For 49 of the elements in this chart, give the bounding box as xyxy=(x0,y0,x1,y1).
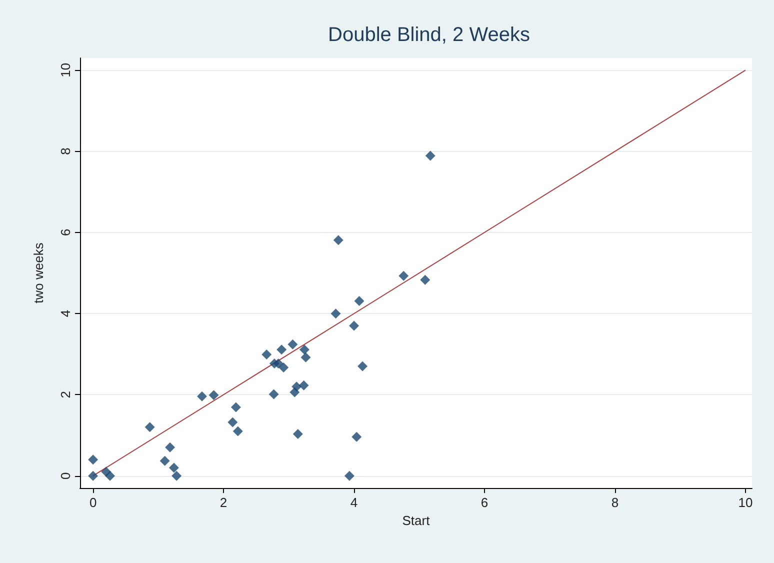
point xyxy=(105,470,116,481)
point xyxy=(197,391,208,402)
point xyxy=(344,470,354,481)
point xyxy=(88,454,98,465)
y-tick-label: 0 xyxy=(58,472,73,480)
point xyxy=(352,432,362,442)
point xyxy=(288,339,298,350)
point xyxy=(262,350,272,360)
point xyxy=(349,320,360,331)
point xyxy=(292,429,303,440)
point xyxy=(425,150,436,161)
point xyxy=(168,462,179,473)
point xyxy=(278,362,289,373)
point xyxy=(333,235,344,246)
y-tick-label: 6 xyxy=(58,228,73,236)
point xyxy=(232,426,243,436)
point xyxy=(268,389,279,400)
x-tick-label: 10 xyxy=(738,495,753,510)
x-axis-title: Start xyxy=(402,512,430,528)
point xyxy=(144,422,155,432)
x-tick-label: 8 xyxy=(611,495,619,510)
point xyxy=(160,456,170,466)
point xyxy=(165,442,176,452)
point xyxy=(208,390,219,400)
point xyxy=(299,344,310,355)
chart-title: Double Blind, 2 Weeks xyxy=(328,24,530,46)
point xyxy=(276,344,287,355)
point xyxy=(358,361,368,372)
y-tick-label: 8 xyxy=(58,148,73,155)
point xyxy=(292,382,302,392)
point xyxy=(298,380,309,390)
point xyxy=(172,470,182,481)
y-tick-label: 2 xyxy=(58,391,73,398)
point xyxy=(300,352,311,362)
x-tick-label: 4 xyxy=(350,495,358,510)
point xyxy=(230,402,241,412)
point xyxy=(354,296,364,306)
y-tick-label: 10 xyxy=(58,62,73,78)
y-axis-title: two weeks xyxy=(31,242,46,304)
point xyxy=(330,308,341,319)
point xyxy=(273,358,284,368)
point xyxy=(420,274,430,285)
x-tick-label: 0 xyxy=(89,495,97,510)
point xyxy=(88,470,98,481)
y-tick-label: 4 xyxy=(58,310,73,318)
point xyxy=(398,270,409,281)
point xyxy=(228,417,238,428)
x-tick-label: 6 xyxy=(480,495,488,510)
x-tick-label: 2 xyxy=(220,495,228,510)
